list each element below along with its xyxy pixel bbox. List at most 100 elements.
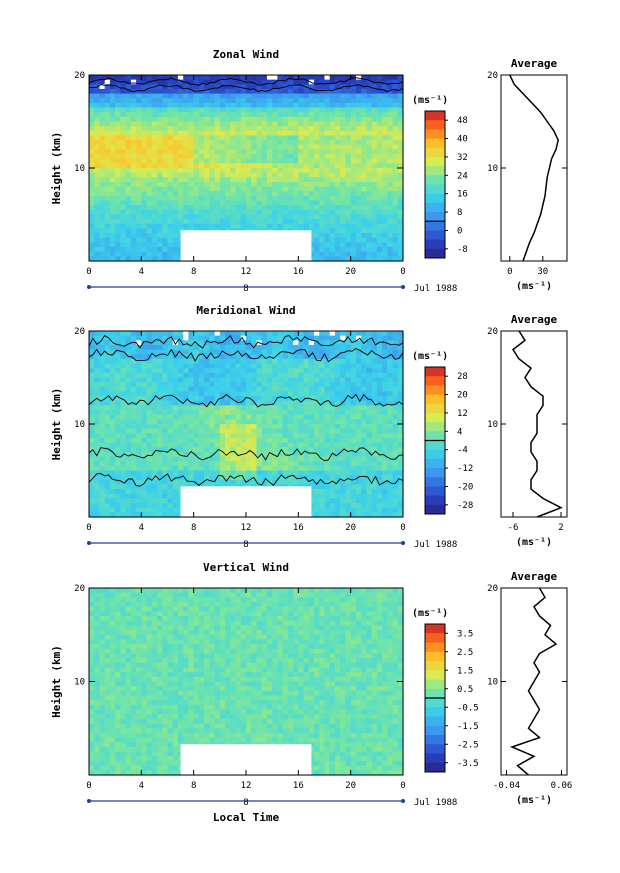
heatmap-cell [120,223,127,230]
heatmap-cell [334,186,341,192]
heatmap-cell [361,200,367,206]
heatmap-cell [146,154,153,160]
heatmap-cell [287,209,294,216]
heatmap-cell [120,503,127,509]
heatmap-cell [130,172,137,178]
heatmap-cell [214,79,221,85]
heatmap-cell [146,205,153,211]
heatmap-cell [334,437,341,444]
heatmap-cell [272,140,278,146]
average-x-label: (ms⁻¹) [516,281,552,292]
heatmap-cell [266,130,273,137]
heatmap-cell [183,102,190,109]
heatmap-cell [151,88,158,95]
heatmap-cell [350,391,357,397]
heatmap-cell [329,140,336,146]
heatmap-cell [230,172,237,178]
heatmap-cell [261,358,268,365]
heatmap-cell [89,177,95,183]
heatmap-cell [334,200,341,206]
heatmap-cell [188,447,195,453]
heatmap-cell [89,181,95,188]
heatmap-cell [329,470,336,476]
heatmap-cell [146,331,153,337]
heatmap-cell [115,219,121,225]
heatmap-cell [162,377,169,383]
heatmap-cell [162,484,169,490]
heatmap-cell [256,344,263,351]
heatmap-cell [308,358,315,365]
heatmap-cell [125,396,132,402]
heatmap-cell [293,368,299,374]
heatmap-cell [303,168,310,174]
heatmap-cell [94,228,101,234]
heatmap-cell [324,451,331,458]
heatmap-cell [314,102,320,109]
heatmap-cell [120,237,127,243]
heatmap-cell [214,358,221,365]
heatmap-cell [350,396,357,402]
heatmap-cell [272,442,278,448]
heatmap-cell [115,419,121,425]
heatmap-cell [204,144,210,150]
heatmap-cell [329,93,336,99]
heatmap-cell [345,214,352,220]
heatmap-cell [345,335,352,341]
heatmap-cell [225,358,231,365]
heatmap-cell [193,158,200,164]
heatmap-cell [240,163,247,169]
heatmap-cell [167,344,174,351]
heatmap-cell [89,223,95,230]
heatmap-cell [204,107,210,113]
heatmap-cell [266,84,273,90]
heatmap-cell [246,200,252,206]
heatmap-cell [151,214,158,220]
heatmap-cell [277,163,284,169]
heatmap-cell [109,396,116,402]
heatmap-cell [272,107,278,113]
heatmap-cell [136,93,142,99]
heatmap-cell [120,181,127,188]
heatmap-cell [193,368,200,374]
heatmap-cell [219,144,226,150]
heatmap-cell [109,214,116,220]
heatmap-cell [99,140,106,146]
heatmap-cell [172,88,179,95]
heatmap-cell [256,195,263,202]
heatmap-cell [366,205,373,211]
heatmap-cell [115,158,121,164]
heatmap-cell [277,437,284,444]
heatmap-cell [157,158,163,164]
heatmap-cell [392,414,399,420]
heatmap-cell [266,163,273,169]
heatmap-cell [136,209,142,216]
heatmap-cell [99,126,106,132]
heatmap-cell [355,251,362,257]
heatmap-cell [397,223,404,230]
heatmap-cell [193,209,200,216]
heatmap-cell [251,424,258,430]
heatmap-cell [293,456,299,462]
heatmap-cell [251,349,258,355]
heatmap-cell [387,233,394,239]
heatmap-cell [293,135,299,141]
heatmap-cell [397,140,404,146]
heatmap-cell [230,107,237,113]
heatmap-cell [235,349,242,355]
heatmap-cell [282,340,289,346]
heatmap-cell [125,588,132,594]
heatmap-cell [109,116,116,123]
heatmap-cell [177,75,184,81]
heatmap-cell [89,493,95,499]
heatmap-cell [266,177,273,183]
heatmap-cell [350,140,357,146]
heatmap-cell [172,484,179,490]
heatmap-cell [151,493,158,499]
heatmap-cell [130,242,137,248]
heatmap-cell [230,372,237,379]
heatmap-cell [361,112,367,118]
heatmap-cell [324,130,331,137]
heatmap-cell [366,340,373,346]
heatmap-cell [371,368,378,374]
heatmap-cell [387,447,394,453]
